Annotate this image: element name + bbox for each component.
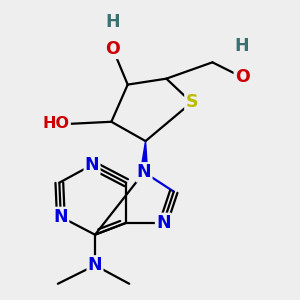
Text: N: N xyxy=(88,256,102,274)
Text: N: N xyxy=(156,214,171,232)
Text: O: O xyxy=(106,40,120,58)
Text: H: H xyxy=(235,37,250,55)
Text: H: H xyxy=(106,13,120,31)
Text: S: S xyxy=(185,93,198,111)
Polygon shape xyxy=(140,141,148,172)
Text: N: N xyxy=(137,163,152,181)
Text: HO: HO xyxy=(43,116,70,131)
Text: O: O xyxy=(235,68,250,86)
Text: N: N xyxy=(53,208,68,226)
Text: N: N xyxy=(85,156,99,174)
